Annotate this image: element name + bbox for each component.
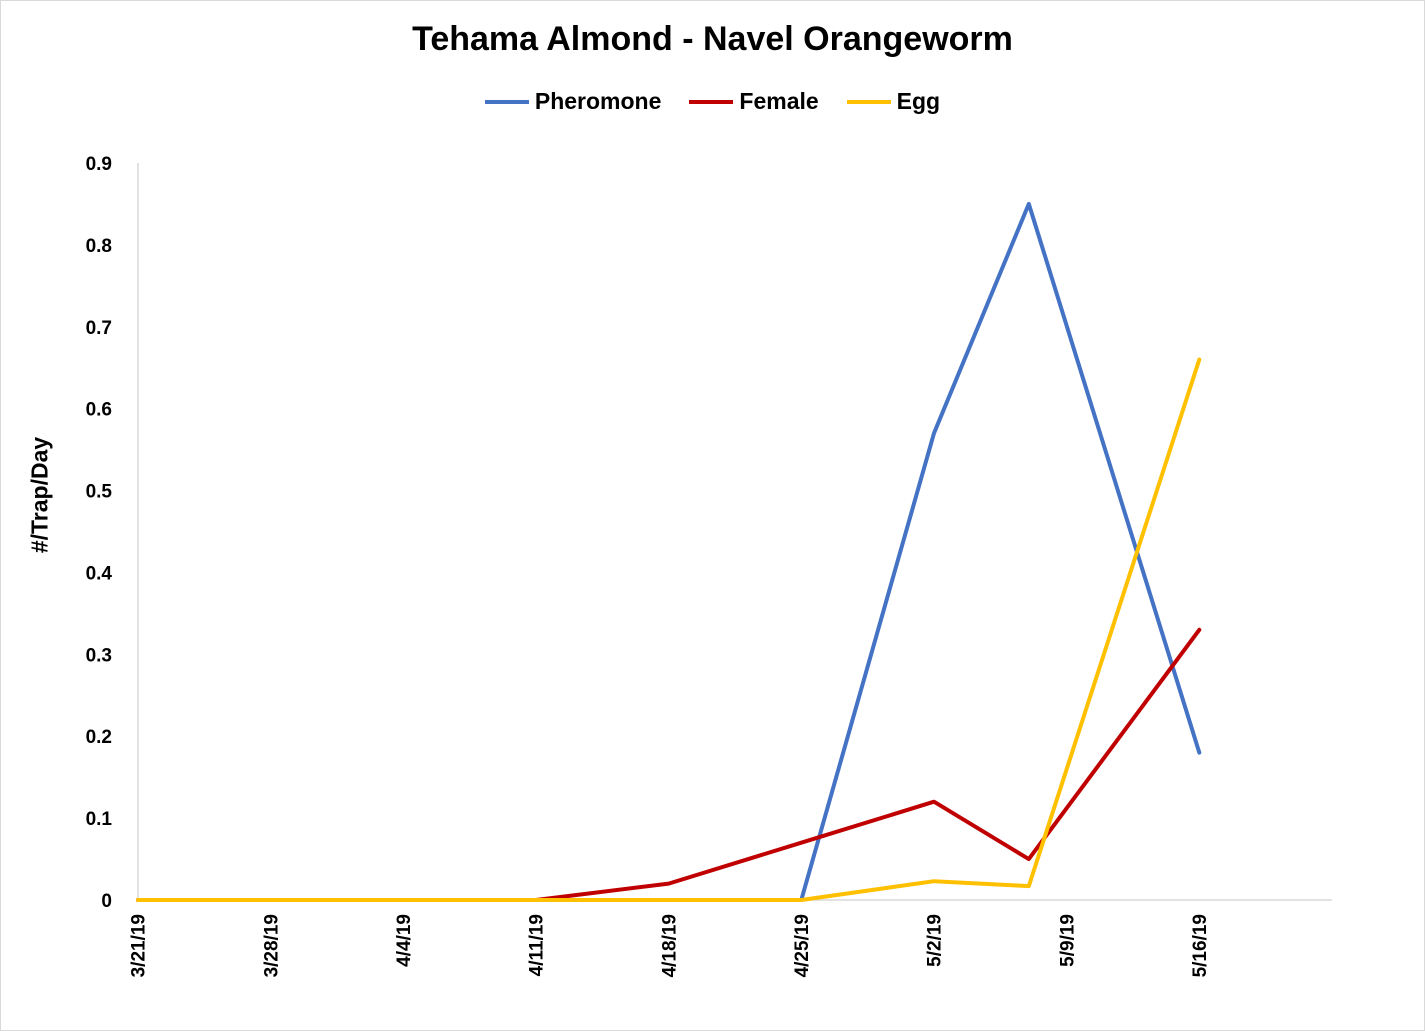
legend-swatch-egg bbox=[846, 99, 891, 104]
legend-item-pheromone: Pheromone bbox=[484, 88, 662, 115]
legend-swatch-pheromone bbox=[484, 99, 529, 104]
y-tick-label: 0.2 bbox=[86, 727, 112, 748]
x-tick-label: 4/4/19 bbox=[394, 914, 415, 967]
y-tick-label: 0 bbox=[101, 891, 112, 912]
y-tick-label: 0.7 bbox=[86, 318, 112, 339]
x-tick-label: 3/28/19 bbox=[261, 914, 282, 977]
legend: Pheromone Female Egg bbox=[0, 88, 1425, 115]
series-line-pheromone bbox=[799, 201, 1202, 902]
chart-title: Tehama Almond - Navel Orangeworm bbox=[412, 20, 1013, 58]
x-tick-label: 3/21/19 bbox=[129, 914, 150, 977]
legend-item-female: Female bbox=[689, 88, 819, 115]
legend-item-egg: Egg bbox=[846, 88, 941, 115]
y-tick-label: 0.8 bbox=[86, 236, 112, 257]
series-line-female bbox=[136, 627, 1202, 902]
legend-label-egg: Egg bbox=[896, 88, 941, 114]
x-tick-label: 5/16/19 bbox=[1190, 914, 1211, 977]
legend-label-pheromone: Pheromone bbox=[534, 88, 662, 114]
y-tick-label: 0.5 bbox=[86, 482, 113, 503]
y-tick-label: 0.9 bbox=[86, 154, 112, 175]
x-tick-label: 5/2/19 bbox=[925, 914, 946, 967]
series-line-egg bbox=[136, 357, 1202, 902]
y-tick-label: 0.1 bbox=[86, 809, 113, 830]
y-tick-label: 0.6 bbox=[86, 400, 112, 421]
legend-swatch-female bbox=[689, 99, 734, 104]
x-tick-label: 4/25/19 bbox=[792, 914, 813, 977]
x-tick-label: 4/18/19 bbox=[659, 914, 680, 977]
y-tick-label: 0.4 bbox=[86, 563, 113, 584]
x-tick-label: 5/9/19 bbox=[1057, 914, 1078, 967]
y-tick-label: 0.3 bbox=[86, 645, 112, 666]
x-tick-label: 4/11/19 bbox=[527, 914, 548, 976]
legend-label-female: Female bbox=[739, 88, 819, 114]
